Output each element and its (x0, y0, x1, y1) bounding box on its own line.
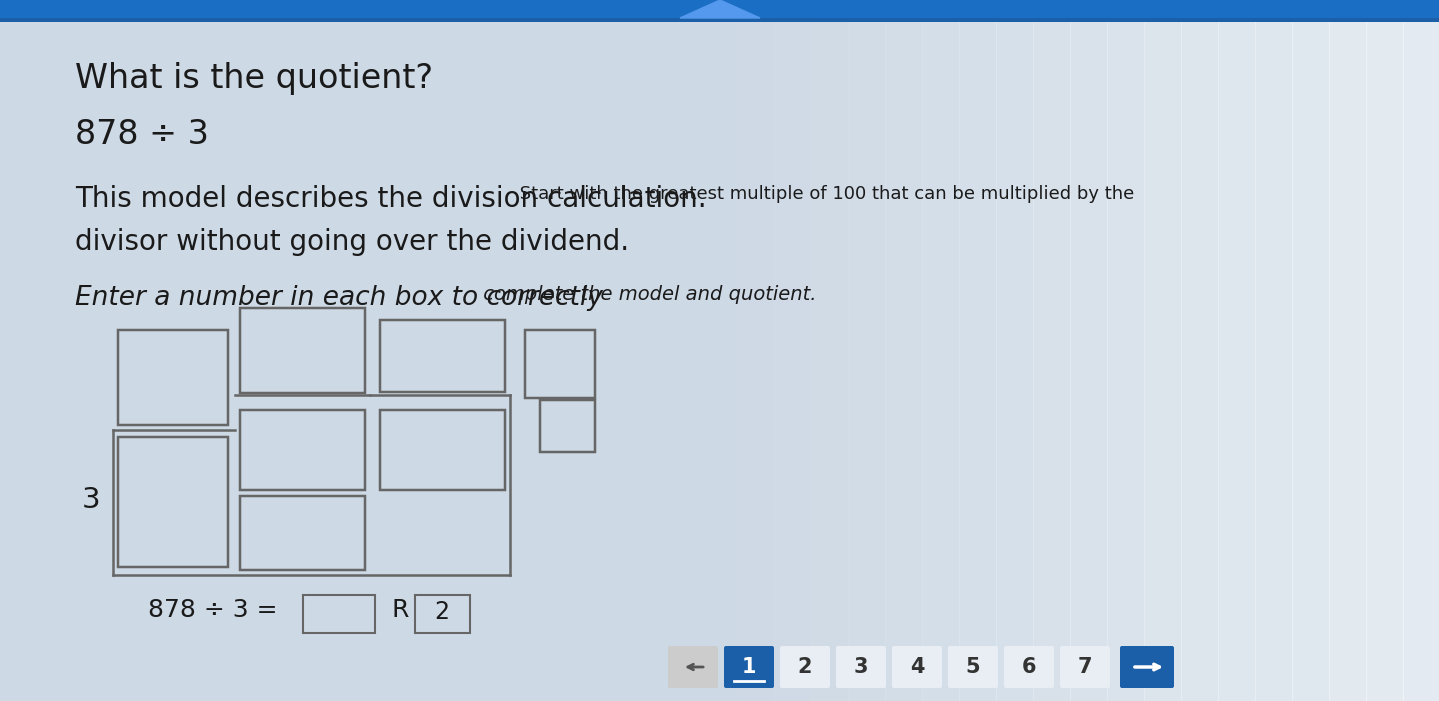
Text: divisor without going over the dividend.: divisor without going over the dividend. (75, 228, 629, 256)
FancyBboxPatch shape (380, 410, 505, 490)
Text: What is the quotient?: What is the quotient? (75, 62, 433, 95)
Bar (885, 0, 922, 701)
Text: 2: 2 (797, 657, 812, 677)
Text: Enter a number in each box to correctly: Enter a number in each box to correctly (75, 285, 603, 311)
Bar (1292, 0, 1330, 701)
FancyBboxPatch shape (414, 595, 471, 633)
Bar (958, 0, 997, 701)
Text: complete the model and quotient.: complete the model and quotient. (476, 285, 816, 304)
FancyBboxPatch shape (118, 437, 227, 567)
Bar (699, 0, 738, 701)
FancyBboxPatch shape (380, 320, 505, 392)
Bar (1330, 0, 1367, 701)
FancyBboxPatch shape (780, 646, 830, 688)
FancyBboxPatch shape (1061, 646, 1109, 688)
FancyBboxPatch shape (892, 646, 943, 688)
Text: 878 ÷ 3: 878 ÷ 3 (75, 118, 209, 151)
FancyBboxPatch shape (240, 410, 366, 490)
Bar (1071, 0, 1108, 701)
Text: 1: 1 (741, 657, 757, 677)
FancyBboxPatch shape (240, 308, 366, 393)
FancyBboxPatch shape (724, 646, 774, 688)
Bar (0, 0, 1439, 18)
Bar (848, 0, 886, 701)
FancyBboxPatch shape (668, 646, 718, 688)
Text: 5: 5 (966, 657, 980, 677)
Bar (1181, 0, 1219, 701)
Bar (996, 0, 1035, 701)
Text: R: R (391, 598, 409, 622)
FancyBboxPatch shape (1004, 646, 1053, 688)
Bar (1255, 0, 1294, 701)
Polygon shape (681, 0, 760, 18)
Text: 4: 4 (909, 657, 924, 677)
Text: This model describes the division calculation.: This model describes the division calcul… (75, 185, 707, 213)
Bar (1217, 0, 1256, 701)
Text: 3: 3 (853, 657, 868, 677)
FancyBboxPatch shape (540, 400, 594, 452)
Bar (812, 0, 849, 701)
Text: 878 ÷ 3 =: 878 ÷ 3 = (148, 598, 278, 622)
Text: Start with the greatest multiple of 100 that can be multiplied by the: Start with the greatest multiple of 100 … (514, 185, 1134, 203)
Text: 3: 3 (82, 486, 99, 514)
FancyBboxPatch shape (948, 646, 999, 688)
FancyBboxPatch shape (1120, 646, 1174, 688)
Bar (922, 0, 960, 701)
FancyBboxPatch shape (525, 330, 594, 398)
Bar (774, 0, 812, 701)
Bar (1144, 0, 1181, 701)
FancyBboxPatch shape (304, 595, 376, 633)
Text: 7: 7 (1078, 657, 1092, 677)
Bar (0, 18, 1439, 22)
Text: 6: 6 (1022, 657, 1036, 677)
Text: 2: 2 (435, 600, 449, 624)
Bar (1033, 0, 1071, 701)
Bar (1107, 0, 1145, 701)
Bar (1366, 0, 1404, 701)
FancyBboxPatch shape (118, 330, 227, 425)
FancyBboxPatch shape (240, 496, 366, 570)
FancyBboxPatch shape (836, 646, 886, 688)
Bar (737, 0, 776, 701)
Bar (1403, 0, 1439, 701)
